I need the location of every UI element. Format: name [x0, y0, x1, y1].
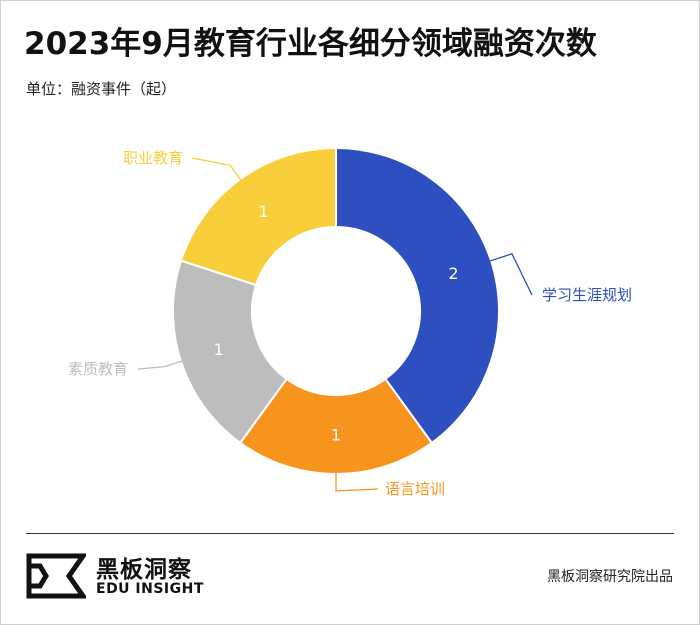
slice-value-label: 2 — [448, 264, 458, 283]
slice-category-label: 素质教育 — [68, 360, 128, 378]
brand-logo: 黑板洞察 EDU INSIGHT — [26, 548, 226, 604]
brand-name-cn: 黑板洞察 — [96, 557, 192, 583]
slice-category-label: 职业教育 — [123, 149, 183, 167]
leader-line — [191, 157, 242, 182]
slice-2 — [172, 259, 289, 445]
brand-name-en: EDU INSIGHT — [96, 581, 204, 597]
chart-title: 2023年9月教育行业各细分领域融资次数 — [24, 26, 597, 62]
leader-line — [488, 253, 533, 296]
unit-label: 单位：融资事件（起） — [26, 80, 177, 98]
slice-3 — [179, 146, 337, 287]
slice-value-label: 1 — [258, 202, 268, 221]
slice-1 — [238, 377, 434, 475]
leader-line — [335, 472, 379, 492]
slice-category-label: 语言培训 — [385, 480, 445, 498]
slice-value-label: 1 — [331, 426, 341, 445]
logo-mark-icon — [26, 553, 86, 599]
leader-line — [137, 360, 184, 370]
source-credit: 黑板洞察研究院出品 — [547, 569, 673, 585]
slice-0 — [335, 146, 500, 445]
slice-category-label: 学习生涯规划 — [542, 286, 632, 304]
slice-value-label: 1 — [213, 340, 223, 359]
footer-divider — [26, 533, 674, 534]
